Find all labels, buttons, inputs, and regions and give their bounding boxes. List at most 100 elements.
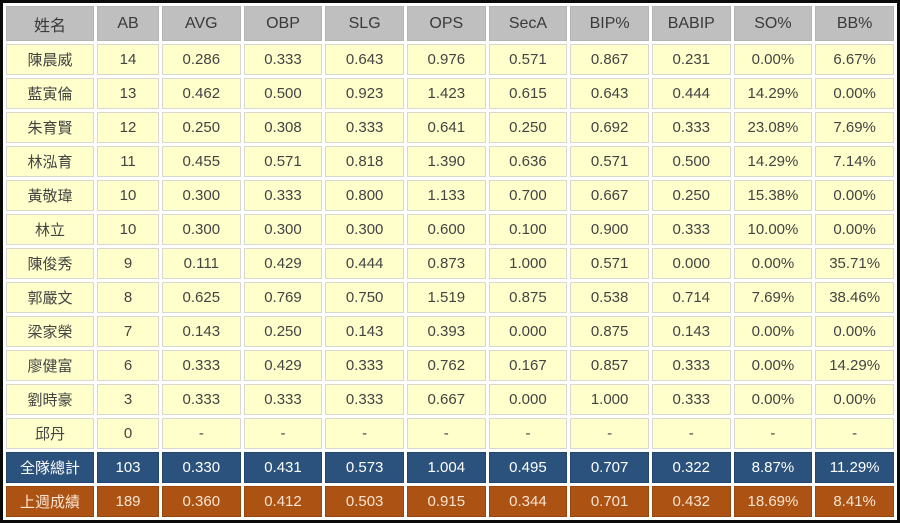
stat-cell-avg: 0.333 xyxy=(162,350,241,381)
stat-cell-bip-pct: - xyxy=(570,418,649,449)
stat-cell-bb-pct: 38.46% xyxy=(815,282,894,313)
stat-cell-obp: 0.429 xyxy=(243,350,323,381)
stat-cell-slg: 0.333 xyxy=(325,350,404,381)
last-week-row-name-cell: 上週成績 xyxy=(6,486,94,517)
stat-cell-bip-pct: 0.692 xyxy=(570,112,649,143)
stat-cell-so-pct: 0.00% xyxy=(733,44,813,75)
last-week-row: 上週成績 189 0.360 0.412 0.503 0.915 0.344 0.701 0.4… xyxy=(6,486,894,517)
stat-cell-ab: 10 xyxy=(97,214,159,245)
stat-cell-ops: - xyxy=(406,418,486,449)
stat-cell-ops: 1.004 xyxy=(406,452,486,483)
stat-cell-bb-pct: 0.00% xyxy=(815,316,894,347)
player-row: 陳俊秀 9 0.111 0.429 0.444 0.873 1.000 0.571 0.000 0… xyxy=(6,248,894,279)
stat-cell-ops: 1.390 xyxy=(406,146,486,177)
stat-cell-ab: 8 xyxy=(97,282,159,313)
stat-cell-avg: 0.330 xyxy=(162,452,241,483)
stat-cell-avg: 0.360 xyxy=(162,486,241,517)
stat-cell-babip: 0.231 xyxy=(651,44,731,75)
player-row-name-cell: 林泓育 xyxy=(6,146,94,177)
stat-cell-ops: 0.915 xyxy=(406,486,486,517)
stat-cell-slg: 0.573 xyxy=(325,452,404,483)
stat-cell-bip-pct: 0.667 xyxy=(570,180,649,211)
stat-cell-ab: 6 xyxy=(97,350,159,381)
stat-cell-slg: 0.300 xyxy=(325,214,404,245)
stat-cell-slg: 0.923 xyxy=(325,78,404,109)
player-row: 邱丹 0- - - - - - - - - xyxy=(6,418,894,449)
player-row-name-cell: 陳晨威 xyxy=(6,44,94,75)
stat-cell-bb-pct: 6.67% xyxy=(815,44,894,75)
header-cell-avg: AVG xyxy=(162,6,241,41)
stat-cell-seca: 0.495 xyxy=(488,452,568,483)
stat-cell-bip-pct: 0.701 xyxy=(570,486,649,517)
stat-cell-obp: 0.333 xyxy=(243,44,323,75)
stat-cell-seca: 0.615 xyxy=(488,78,568,109)
stat-cell-so-pct: 10.00% xyxy=(733,214,813,245)
player-row-name-cell: 梁家榮 xyxy=(6,316,94,347)
stat-cell-so-pct: 14.29% xyxy=(733,78,813,109)
stat-cell-so-pct: 23.08% xyxy=(733,112,813,143)
stat-cell-so-pct: 18.69% xyxy=(733,486,813,517)
stat-cell-avg: 0.625 xyxy=(162,282,241,313)
header-row: 姓名 AB AVG OBP SLG OPS SecA BIP% BABIP SO% BB% xyxy=(6,6,894,41)
stat-cell-ops: 1.133 xyxy=(406,180,486,211)
stat-cell-slg: 0.800 xyxy=(325,180,404,211)
stat-cell-ab: 10 xyxy=(97,180,159,211)
stat-cell-babip: 0.000 xyxy=(651,248,731,279)
player-row: 郭嚴文 8 0.625 0.769 0.750 1.519 0.875 0.538 0.714 7… xyxy=(6,282,894,313)
stat-cell-seca: 0.000 xyxy=(488,316,568,347)
stat-cell-ab: 12 xyxy=(97,112,159,143)
stat-cell-slg: 0.143 xyxy=(325,316,404,347)
stat-cell-obp: 0.571 xyxy=(243,146,323,177)
stat-cell-babip: 0.500 xyxy=(651,146,731,177)
stat-cell-bb-pct: 7.69% xyxy=(815,112,894,143)
header-cell-bb-pct: BB% xyxy=(815,6,894,41)
stat-cell-ab: 11 xyxy=(97,146,159,177)
stat-cell-ops: 1.519 xyxy=(406,282,486,313)
stat-cell-obp: 0.333 xyxy=(243,180,323,211)
stat-cell-slg: 0.333 xyxy=(325,384,404,415)
stat-cell-ops: 0.667 xyxy=(406,384,486,415)
player-row-name-cell: 林立 xyxy=(6,214,94,245)
stat-cell-obp: 0.333 xyxy=(243,384,323,415)
team-total-row: 全隊總計 103 0.330 0.431 0.573 1.004 0.495 0.707 0.3… xyxy=(6,452,894,483)
stat-cell-ops: 0.393 xyxy=(406,316,486,347)
header-cell-babip: BABIP xyxy=(651,6,731,41)
stat-cell-bb-pct: 0.00% xyxy=(815,180,894,211)
stat-cell-seca: 0.636 xyxy=(488,146,568,177)
stat-cell-obp: - xyxy=(243,418,323,449)
stat-cell-so-pct: 15.38% xyxy=(733,180,813,211)
stat-cell-babip: 0.714 xyxy=(651,282,731,313)
stat-cell-so-pct: 0.00% xyxy=(733,248,813,279)
header-cell-so-pct: SO% xyxy=(733,6,813,41)
stat-cell-ab: 0 xyxy=(97,418,159,449)
stat-cell-ab: 3 xyxy=(97,384,159,415)
stat-cell-avg: 0.300 xyxy=(162,180,241,211)
stat-cell-obp: 0.300 xyxy=(243,214,323,245)
stat-cell-so-pct: 0.00% xyxy=(733,350,813,381)
stat-cell-bb-pct: 0.00% xyxy=(815,384,894,415)
stat-cell-avg: - xyxy=(162,418,241,449)
stat-cell-obp: 0.500 xyxy=(243,78,323,109)
stat-cell-avg: 0.111 xyxy=(162,248,241,279)
stat-cell-bip-pct: 1.000 xyxy=(570,384,649,415)
stat-cell-ops: 0.762 xyxy=(406,350,486,381)
stat-cell-bip-pct: 0.538 xyxy=(570,282,649,313)
stat-cell-babip: 0.333 xyxy=(651,214,731,245)
player-row-name-cell: 劉時豪 xyxy=(6,384,94,415)
player-row: 黃敬瑋 10 0.300 0.333 0.800 1.133 0.700 0.667 0.250… xyxy=(6,180,894,211)
stat-cell-bip-pct: 0.643 xyxy=(570,78,649,109)
stat-cell-bip-pct: 0.900 xyxy=(570,214,649,245)
stat-cell-slg: 0.818 xyxy=(325,146,404,177)
stat-cell-avg: 0.250 xyxy=(162,112,241,143)
stat-cell-ab: 14 xyxy=(97,44,159,75)
stat-cell-avg: 0.300 xyxy=(162,214,241,245)
stat-cell-ab: 9 xyxy=(97,248,159,279)
player-row-name-cell: 郭嚴文 xyxy=(6,282,94,313)
stat-cell-obp: 0.250 xyxy=(243,316,323,347)
stat-cell-avg: 0.333 xyxy=(162,384,241,415)
stat-cell-ops: 0.641 xyxy=(406,112,486,143)
stat-cell-seca: 0.875 xyxy=(488,282,568,313)
stat-cell-seca: 0.344 xyxy=(488,486,568,517)
